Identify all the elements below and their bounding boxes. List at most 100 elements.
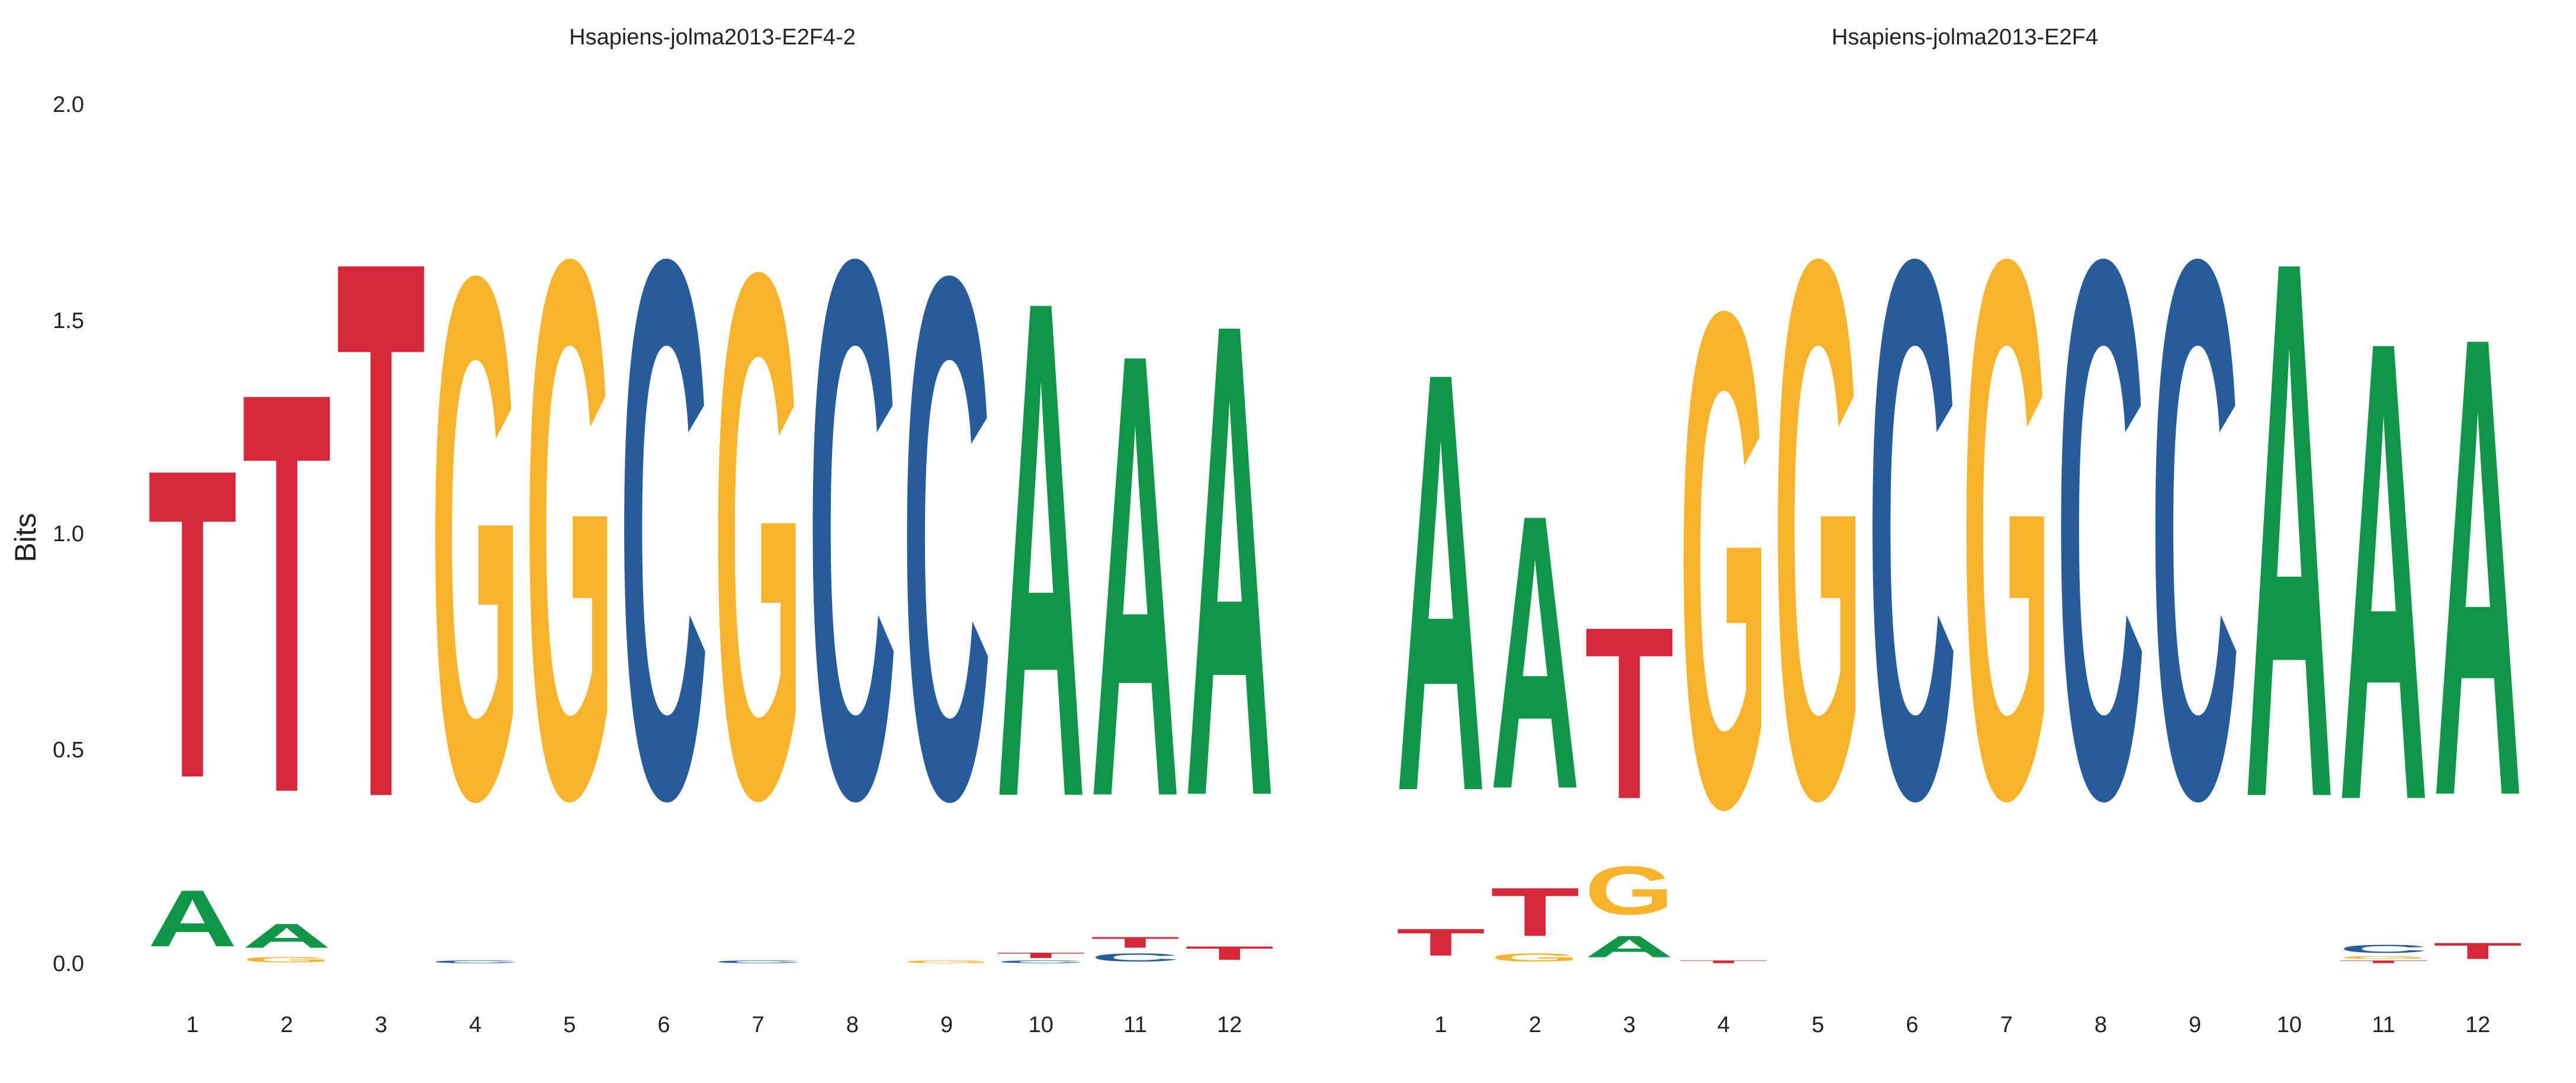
logo-position-1: AT bbox=[148, 377, 237, 963]
logo-position-8: C bbox=[2056, 99, 2145, 957]
logo-letter-C: C bbox=[431, 960, 520, 964]
x-tick-label: 10 bbox=[2277, 1013, 2302, 1037]
logo-letter-G: G bbox=[431, 121, 520, 954]
logo-letter-C: C bbox=[1868, 99, 1957, 957]
x-tick-label: 8 bbox=[846, 1013, 859, 1037]
logo-letter-T: T bbox=[1185, 943, 1274, 964]
x-tick-label: 5 bbox=[1811, 1013, 1824, 1037]
logo-letter-G: G bbox=[902, 960, 991, 964]
logo-letter-T: T bbox=[1396, 921, 1486, 964]
panel-title: Hsapiens-jolma2013-E2F4-2 bbox=[569, 25, 856, 50]
logo-panel-1: Hsapiens-jolma2013-E2F4-2 Bits 0.0 0.5 1… bbox=[9, 25, 1274, 1037]
x-tick-label: 2 bbox=[1529, 1013, 1541, 1037]
logo-letter-T: T bbox=[2433, 938, 2523, 963]
logo-position-5: G bbox=[525, 99, 614, 958]
logo-position-11: CTA bbox=[1091, 221, 1180, 964]
logo-letter-T: T bbox=[1091, 934, 1180, 951]
y-tick-label: 1.0 bbox=[53, 522, 84, 547]
logo-letter-G: G bbox=[525, 99, 614, 958]
logo-letter-A: A bbox=[1185, 182, 1274, 937]
logo-letter-A: A bbox=[2433, 200, 2523, 934]
x-tick-label: 9 bbox=[940, 1013, 953, 1037]
logo-position-7: CG bbox=[714, 117, 803, 964]
logo-letter-A: A bbox=[242, 917, 332, 955]
logo-position-5: G bbox=[1773, 99, 1862, 958]
y-tick-label: 2.0 bbox=[53, 92, 84, 117]
x-axis: 1 2 3 4 5 6 7 8 9 10 11 12 bbox=[1434, 1013, 2490, 1037]
logo-letter-A: A bbox=[1091, 221, 1180, 929]
x-axis: 1 2 3 4 5 6 7 8 9 10 11 12 bbox=[186, 1013, 1242, 1037]
logo-letter-C: C bbox=[996, 960, 1085, 964]
logo-position-7: G bbox=[1962, 99, 2051, 958]
y-tick-label: 1.5 bbox=[53, 308, 84, 333]
logo-letter-C: C bbox=[2150, 99, 2240, 957]
logo-letter-T: T bbox=[996, 951, 1085, 959]
logo-position-4: TG bbox=[1679, 165, 1768, 964]
logo-position-2: GTA bbox=[1491, 433, 1580, 964]
y-tick-label: 0.5 bbox=[53, 738, 84, 763]
logo-position-6: C bbox=[1868, 99, 1957, 957]
logo-letter-G: G bbox=[1962, 99, 2051, 958]
y-tick-label: 0.0 bbox=[53, 952, 84, 976]
x-tick-label: 11 bbox=[2372, 1013, 2395, 1037]
logo-position-10: CTA bbox=[996, 151, 1085, 963]
logo-letter-C: C bbox=[902, 121, 991, 954]
logo-letter-G: G bbox=[242, 955, 332, 964]
logo-position-8: C bbox=[808, 99, 897, 957]
logo-letter-C: C bbox=[1091, 951, 1180, 964]
logo-position-6: C bbox=[619, 99, 709, 957]
logo-letter-G: G bbox=[1585, 851, 1674, 928]
logo-position-9: C bbox=[2150, 99, 2240, 957]
logo-position-3: T bbox=[336, 100, 426, 958]
logo-letter-T: T bbox=[148, 377, 237, 870]
x-tick-label: 12 bbox=[2465, 1013, 2490, 1037]
x-tick-label: 3 bbox=[375, 1013, 387, 1037]
x-tick-label: 3 bbox=[1623, 1013, 1636, 1037]
logo-letter-A: A bbox=[1585, 930, 1674, 964]
logo-letter-A: A bbox=[148, 873, 237, 963]
logo-letter-A: A bbox=[1396, 247, 1486, 916]
logo-letter-T: T bbox=[336, 100, 426, 958]
logo-letter-G: G bbox=[1773, 99, 1862, 958]
x-tick-label: 10 bbox=[1029, 1013, 1053, 1037]
x-tick-label: 7 bbox=[752, 1013, 765, 1037]
logo-letter-A: A bbox=[2244, 99, 2334, 957]
logo-letter-C: C bbox=[619, 99, 709, 957]
logo-position-3: AGT bbox=[1585, 577, 1674, 964]
logo-position-4: CG bbox=[431, 121, 520, 964]
logo-position-10: A bbox=[2244, 99, 2334, 957]
logo-letter-C: C bbox=[2339, 943, 2429, 956]
x-tick-label: 1 bbox=[1434, 1013, 1447, 1037]
logo-letter-A: A bbox=[996, 151, 1085, 946]
x-tick-label: 4 bbox=[1717, 1013, 1730, 1037]
x-tick-label: 7 bbox=[2000, 1013, 2013, 1037]
x-tick-label: 5 bbox=[563, 1013, 576, 1037]
logo-letter-A: A bbox=[1491, 433, 1580, 870]
logo-letter-G: G bbox=[714, 117, 803, 954]
y-axis-label: Bits bbox=[9, 513, 42, 562]
logo-letter-G: G bbox=[1679, 165, 1768, 955]
logo-letter-G: G bbox=[1491, 951, 1580, 964]
logo-letter-A: A bbox=[2339, 204, 2429, 938]
logo-letter-G: G bbox=[2339, 955, 2429, 959]
x-tick-label: 8 bbox=[2095, 1013, 2107, 1037]
logo-letter-C: C bbox=[2056, 99, 2145, 957]
logo-position-1: TA bbox=[1396, 247, 1486, 963]
x-tick-label: 12 bbox=[1217, 1013, 1242, 1037]
x-tick-label: 6 bbox=[1906, 1013, 1918, 1037]
logo-letter-T: T bbox=[2339, 960, 2429, 964]
logo-letter-T: T bbox=[1585, 577, 1674, 851]
logo-position-12: TA bbox=[1185, 182, 1274, 964]
x-tick-label: 9 bbox=[2189, 1013, 2201, 1037]
logo-position-9: GC bbox=[902, 121, 991, 963]
logo-letter-C: C bbox=[714, 960, 803, 964]
x-tick-label: 4 bbox=[469, 1013, 481, 1037]
x-tick-label: 2 bbox=[281, 1013, 293, 1037]
logo-letter-C: C bbox=[808, 99, 897, 957]
logo-position-12: TA bbox=[2433, 200, 2523, 964]
